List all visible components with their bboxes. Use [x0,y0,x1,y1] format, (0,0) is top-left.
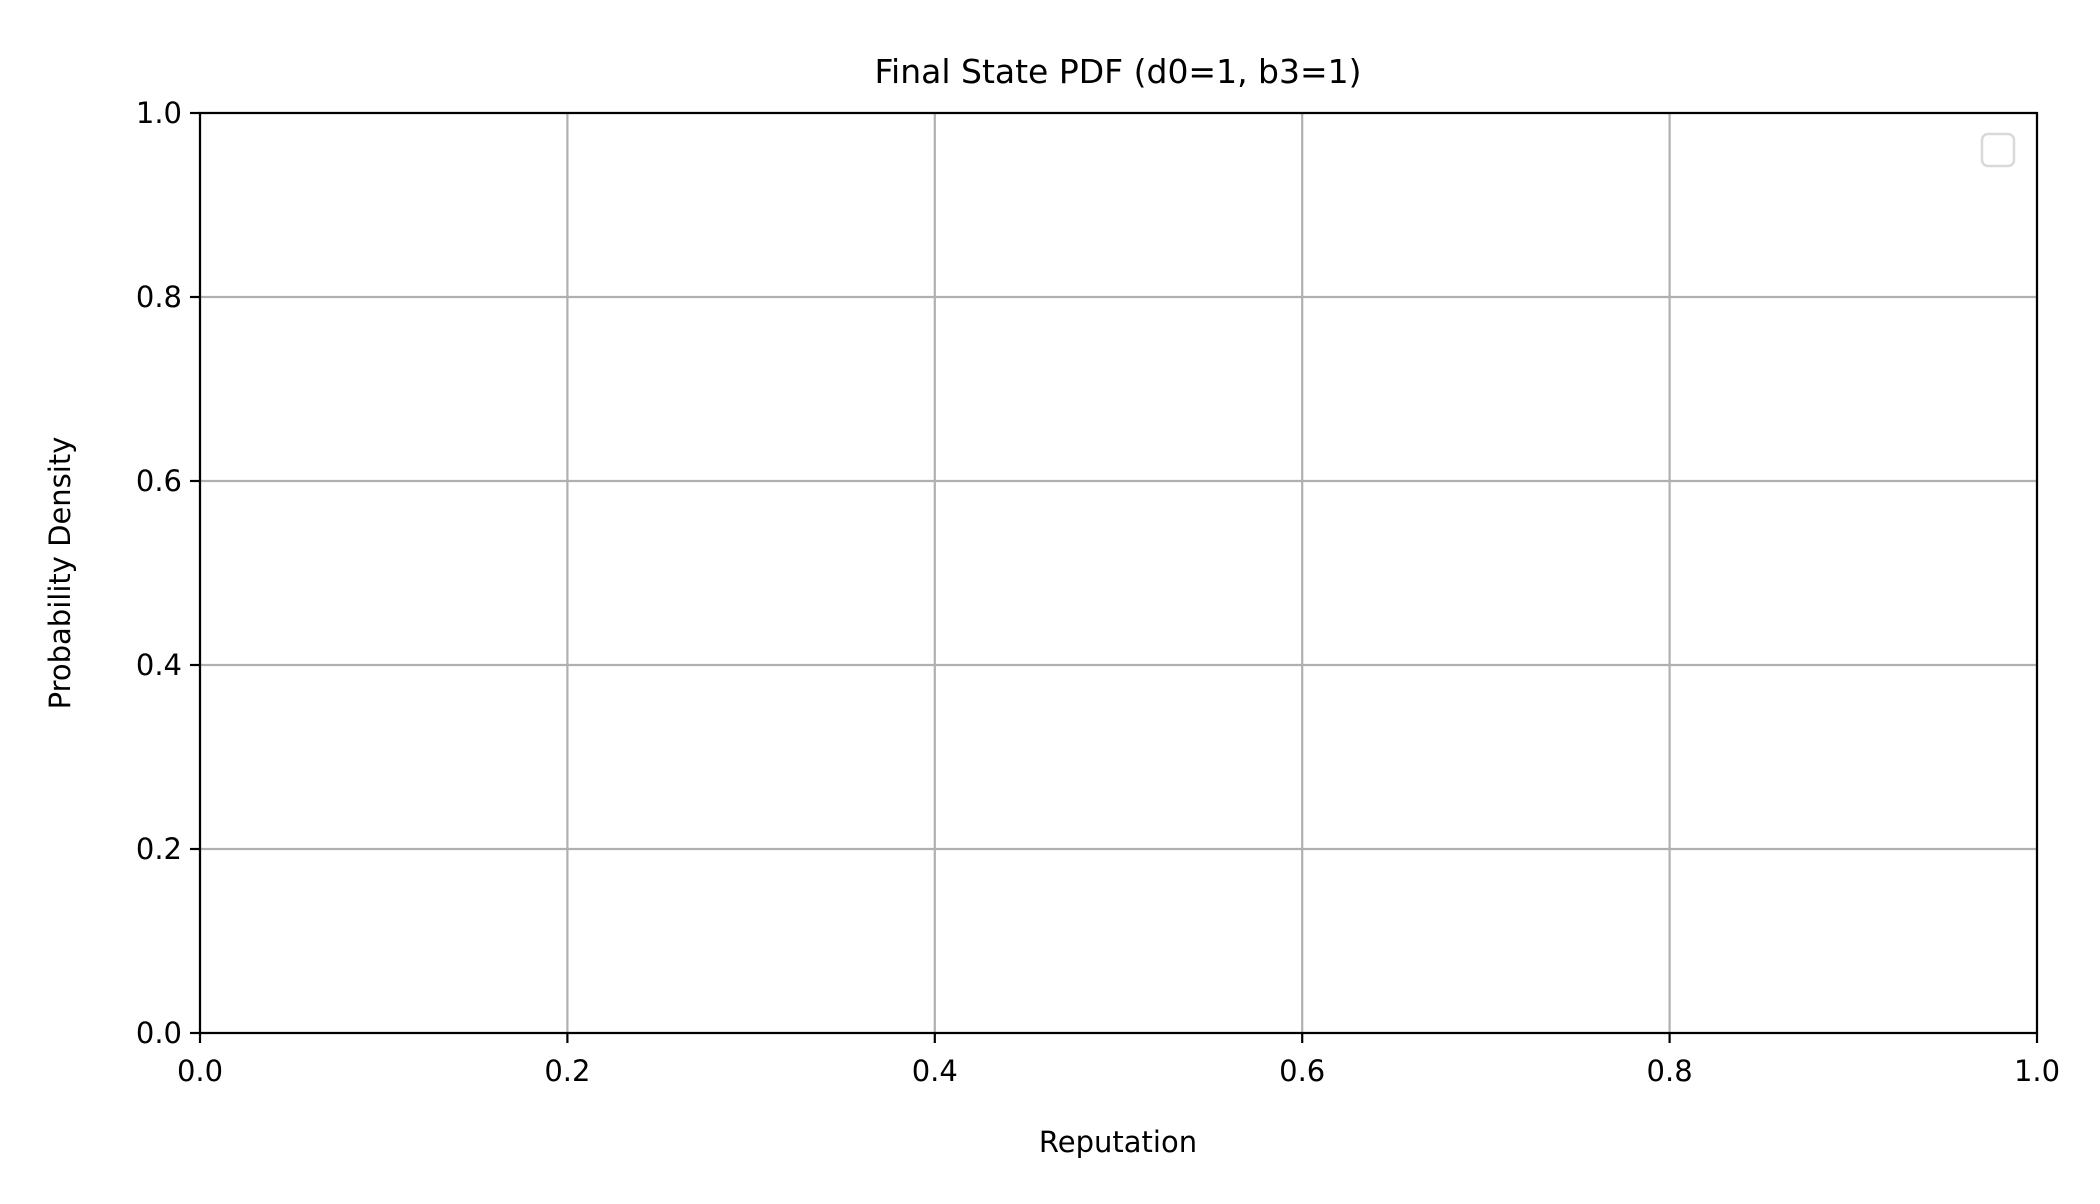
y-tick-label: 0.4 [136,648,182,682]
x-tick-label: 0.6 [1279,1054,1325,1088]
x-axis-label: Reputation [1039,1125,1197,1159]
y-tick-label: 0.8 [136,280,182,314]
chart-title: Final State PDF (d0=1, b3=1) [874,52,1361,91]
legend [1980,132,2016,168]
ticks: 0.0 0.2 0.4 0.6 0.8 1.0 0.0 0.2 0.4 0.6 0.8 1.0 [136,96,2060,1088]
y-tick-label: 0.2 [136,832,182,866]
x-tick-label: 0.2 [544,1054,590,1088]
y-tick-label: 1.0 [136,96,182,130]
y-axis-label: Probability Density [43,437,77,710]
legend-box [1980,132,2016,168]
x-tick-label: 0.8 [1647,1054,1693,1088]
x-tick-label: 0.4 [912,1054,958,1088]
x-tick-label: 0.0 [177,1054,223,1088]
y-tick-label: 0.6 [136,464,182,498]
y-tick-label: 0.0 [136,1016,182,1050]
x-tick-label: 1.0 [2014,1054,2060,1088]
plot-frame [198,111,2039,1035]
